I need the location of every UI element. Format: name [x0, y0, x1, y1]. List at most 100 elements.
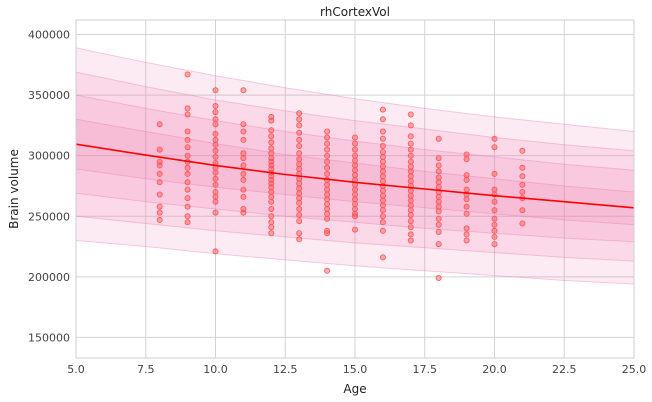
data-point — [491, 144, 498, 151]
data-point — [296, 156, 303, 163]
x-tick-label: 12.5 — [273, 363, 298, 376]
x-tick-label: 20.0 — [482, 363, 507, 376]
data-point — [184, 179, 191, 186]
data-point — [491, 227, 498, 234]
data-point — [240, 193, 247, 200]
data-point — [407, 146, 414, 153]
data-point — [184, 111, 191, 118]
data-point — [435, 208, 442, 215]
data-point — [240, 162, 247, 169]
data-point — [379, 197, 386, 204]
data-point — [379, 178, 386, 185]
data-point — [296, 142, 303, 149]
x-tick-label: 10.0 — [203, 363, 228, 376]
data-point — [351, 134, 358, 141]
data-point — [212, 248, 219, 255]
plot-frame — [75, 19, 635, 359]
centile-bands — [76, 47, 634, 285]
data-point — [379, 106, 386, 113]
data-point — [407, 197, 414, 204]
data-point — [379, 187, 386, 194]
data-point — [379, 135, 386, 142]
data-point — [184, 164, 191, 171]
data-point — [296, 150, 303, 157]
data-point — [519, 220, 526, 227]
data-point — [324, 164, 331, 171]
data-point — [379, 128, 386, 135]
data-point — [212, 141, 219, 148]
data-point — [435, 203, 442, 210]
data-point — [184, 195, 191, 202]
data-point — [156, 203, 163, 210]
data-point — [184, 219, 191, 226]
data-point — [351, 172, 358, 179]
data-point — [296, 205, 303, 212]
data-point — [296, 211, 303, 218]
data-point — [184, 203, 191, 210]
data-point — [268, 113, 275, 120]
data-point — [379, 168, 386, 175]
data-point — [212, 87, 219, 94]
data-point — [435, 274, 442, 281]
data-point — [491, 170, 498, 177]
data-point — [212, 169, 219, 176]
x-tick-label: 7.5 — [137, 363, 155, 376]
data-point — [324, 146, 331, 153]
y-axis-title: Brain volume — [7, 149, 21, 229]
data-point — [351, 140, 358, 147]
data-point — [184, 213, 191, 220]
data-point — [268, 224, 275, 231]
data-point — [296, 129, 303, 136]
data-point — [296, 199, 303, 206]
data-point — [184, 152, 191, 159]
x-tick-label: 15.0 — [343, 363, 368, 376]
data-point — [268, 133, 275, 140]
data-point — [407, 211, 414, 218]
data-point — [407, 224, 414, 231]
data-point — [407, 218, 414, 225]
data-point — [491, 186, 498, 193]
data-point — [296, 190, 303, 197]
data-point — [212, 198, 219, 205]
data-point — [240, 155, 247, 162]
data-point — [184, 170, 191, 177]
data-point — [351, 146, 358, 153]
data-point — [240, 209, 247, 216]
data-point — [491, 135, 498, 142]
data-point — [240, 186, 247, 193]
data-point — [212, 121, 219, 128]
data-point — [435, 198, 442, 205]
data-point — [491, 221, 498, 228]
data-points — [156, 71, 526, 281]
data-point — [212, 209, 219, 216]
data-point — [324, 140, 331, 147]
data-point — [184, 71, 191, 78]
data-point — [463, 156, 470, 163]
data-point — [156, 191, 163, 198]
fit-line — [76, 143, 634, 209]
data-point — [324, 267, 331, 274]
data-point — [463, 172, 470, 179]
data-point — [407, 231, 414, 238]
data-point — [212, 136, 219, 143]
data-point — [296, 236, 303, 243]
y-tick-label: 400000 — [28, 29, 70, 42]
data-point — [212, 116, 219, 123]
data-point — [463, 176, 470, 183]
data-point — [212, 188, 219, 195]
data-point — [296, 218, 303, 225]
data-point — [407, 178, 414, 185]
data-point — [435, 135, 442, 142]
data-point — [296, 230, 303, 237]
data-point — [240, 170, 247, 177]
data-point — [324, 210, 331, 217]
data-point — [463, 186, 470, 193]
data-point — [268, 205, 275, 212]
data-point — [379, 207, 386, 214]
data-point — [296, 180, 303, 187]
data-point — [351, 213, 358, 220]
data-point — [240, 121, 247, 128]
data-point — [351, 167, 358, 174]
data-point — [240, 128, 247, 135]
data-point — [379, 149, 386, 156]
